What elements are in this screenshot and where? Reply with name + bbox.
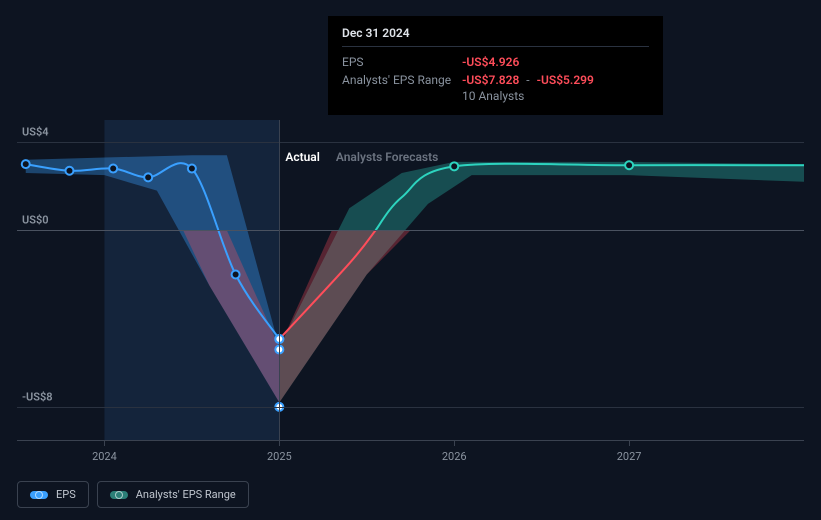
tooltip-row-eps: EPS -US$4.926 — [342, 53, 649, 71]
grid-line — [17, 142, 804, 143]
legend-swatch — [30, 491, 48, 499]
forecast-region-label: Analysts Forecasts — [336, 150, 438, 164]
legend-label: Analysts' EPS Range — [136, 488, 236, 501]
tooltip-eps-label: EPS — [342, 55, 462, 69]
legend-swatch — [110, 491, 128, 499]
x-axis-tick — [629, 440, 630, 446]
x-axis-line — [17, 440, 804, 441]
actual-forecast-divider — [279, 120, 280, 440]
x-axis-label: 2027 — [617, 450, 642, 463]
x-axis-label: 2025 — [267, 450, 292, 463]
y-axis-label: -US$8 — [22, 390, 53, 403]
tooltip-row-range: Analysts' EPS Range -US$7.828 - -US$5.29… — [342, 71, 649, 89]
chart-tooltip: Dec 31 2024 EPS -US$4.926 Analysts' EPS … — [328, 16, 663, 115]
tooltip-date: Dec 31 2024 — [342, 26, 649, 47]
x-axis-tick — [454, 440, 455, 446]
y-axis-label: US$0 — [22, 214, 49, 227]
x-axis-tick — [104, 440, 105, 446]
grid-line — [17, 407, 804, 408]
legend-item[interactable]: EPS — [17, 481, 89, 508]
tooltip-eps-value: -US$4.926 — [462, 55, 519, 69]
x-axis-label: 2026 — [442, 450, 467, 463]
actual-region-label: Actual — [285, 150, 320, 164]
x-axis-label: 2024 — [92, 450, 117, 463]
y-axis-label: US$4 — [22, 126, 49, 139]
chart-legend: EPS Analysts' EPS Range — [17, 481, 249, 508]
tooltip-range-sep: - — [522, 73, 533, 87]
grid-line — [17, 230, 804, 231]
x-axis-tick — [279, 440, 280, 446]
tooltip-range-low: -US$7.828 — [462, 73, 519, 87]
tooltip-range-label: Analysts' EPS Range — [342, 73, 462, 87]
legend-item[interactable]: Analysts' EPS Range — [97, 481, 249, 508]
tooltip-range-high: -US$5.299 — [537, 73, 594, 87]
tooltip-analyst-count: 10 Analysts — [342, 89, 649, 103]
eps-chart[interactable]: Actual Analysts Forecasts US$4US$0-US$82… — [17, 120, 804, 440]
chart-svg — [17, 120, 804, 440]
legend-label: EPS — [56, 488, 76, 501]
